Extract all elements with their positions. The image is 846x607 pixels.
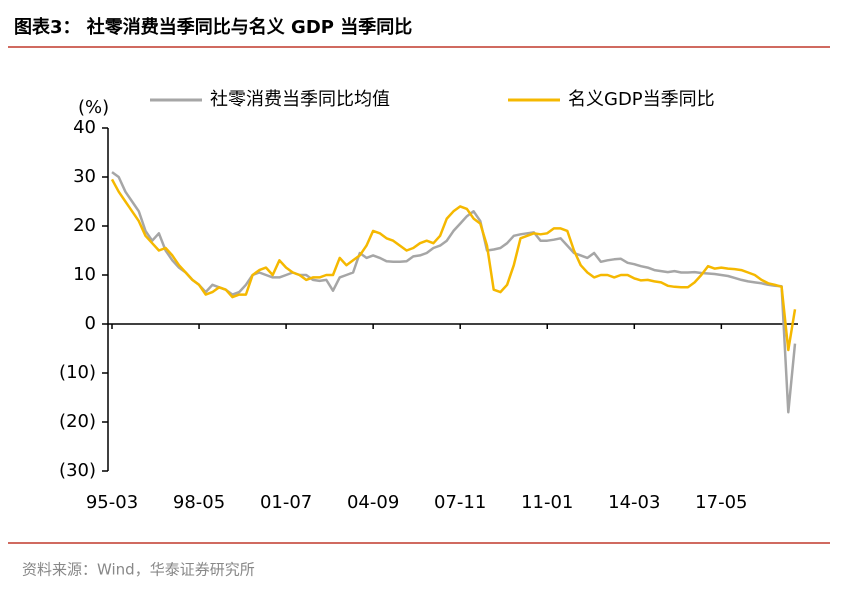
chart-title: 图表3： 社零消费当季同比与名义 GDP 当季同比 (14, 16, 412, 38)
x-tick-label: 95-03 (86, 492, 138, 513)
x-tick-label: 17-05 (695, 492, 747, 513)
y-tick-label: (20) (59, 411, 96, 432)
x-tick-label: 01-07 (260, 492, 312, 513)
y-unit: (%) (78, 97, 109, 118)
x-tick-label: 14-03 (608, 492, 660, 513)
legend-label: 名义GDP当季同比 (568, 89, 715, 110)
legend-label: 社零消费当季同比均值 (210, 89, 390, 110)
y-tick-label: (30) (59, 460, 96, 481)
y-tick-label: 30 (73, 166, 96, 187)
x-tick-label: 07-11 (434, 492, 486, 513)
y-tick-label: 0 (85, 313, 96, 334)
x-tick-label: 98-05 (173, 492, 225, 513)
source: 资料来源：Wind，华泰证券研究所 (22, 561, 255, 579)
y-tick-label: (10) (59, 362, 96, 383)
x-tick-label: 04-09 (347, 492, 399, 513)
y-tick-label: 20 (73, 215, 96, 236)
y-tick-label: 10 (73, 264, 96, 285)
y-tick-label: 40 (73, 117, 96, 138)
x-tick-label: 11-01 (521, 492, 573, 513)
series-line (110, 178, 797, 352)
